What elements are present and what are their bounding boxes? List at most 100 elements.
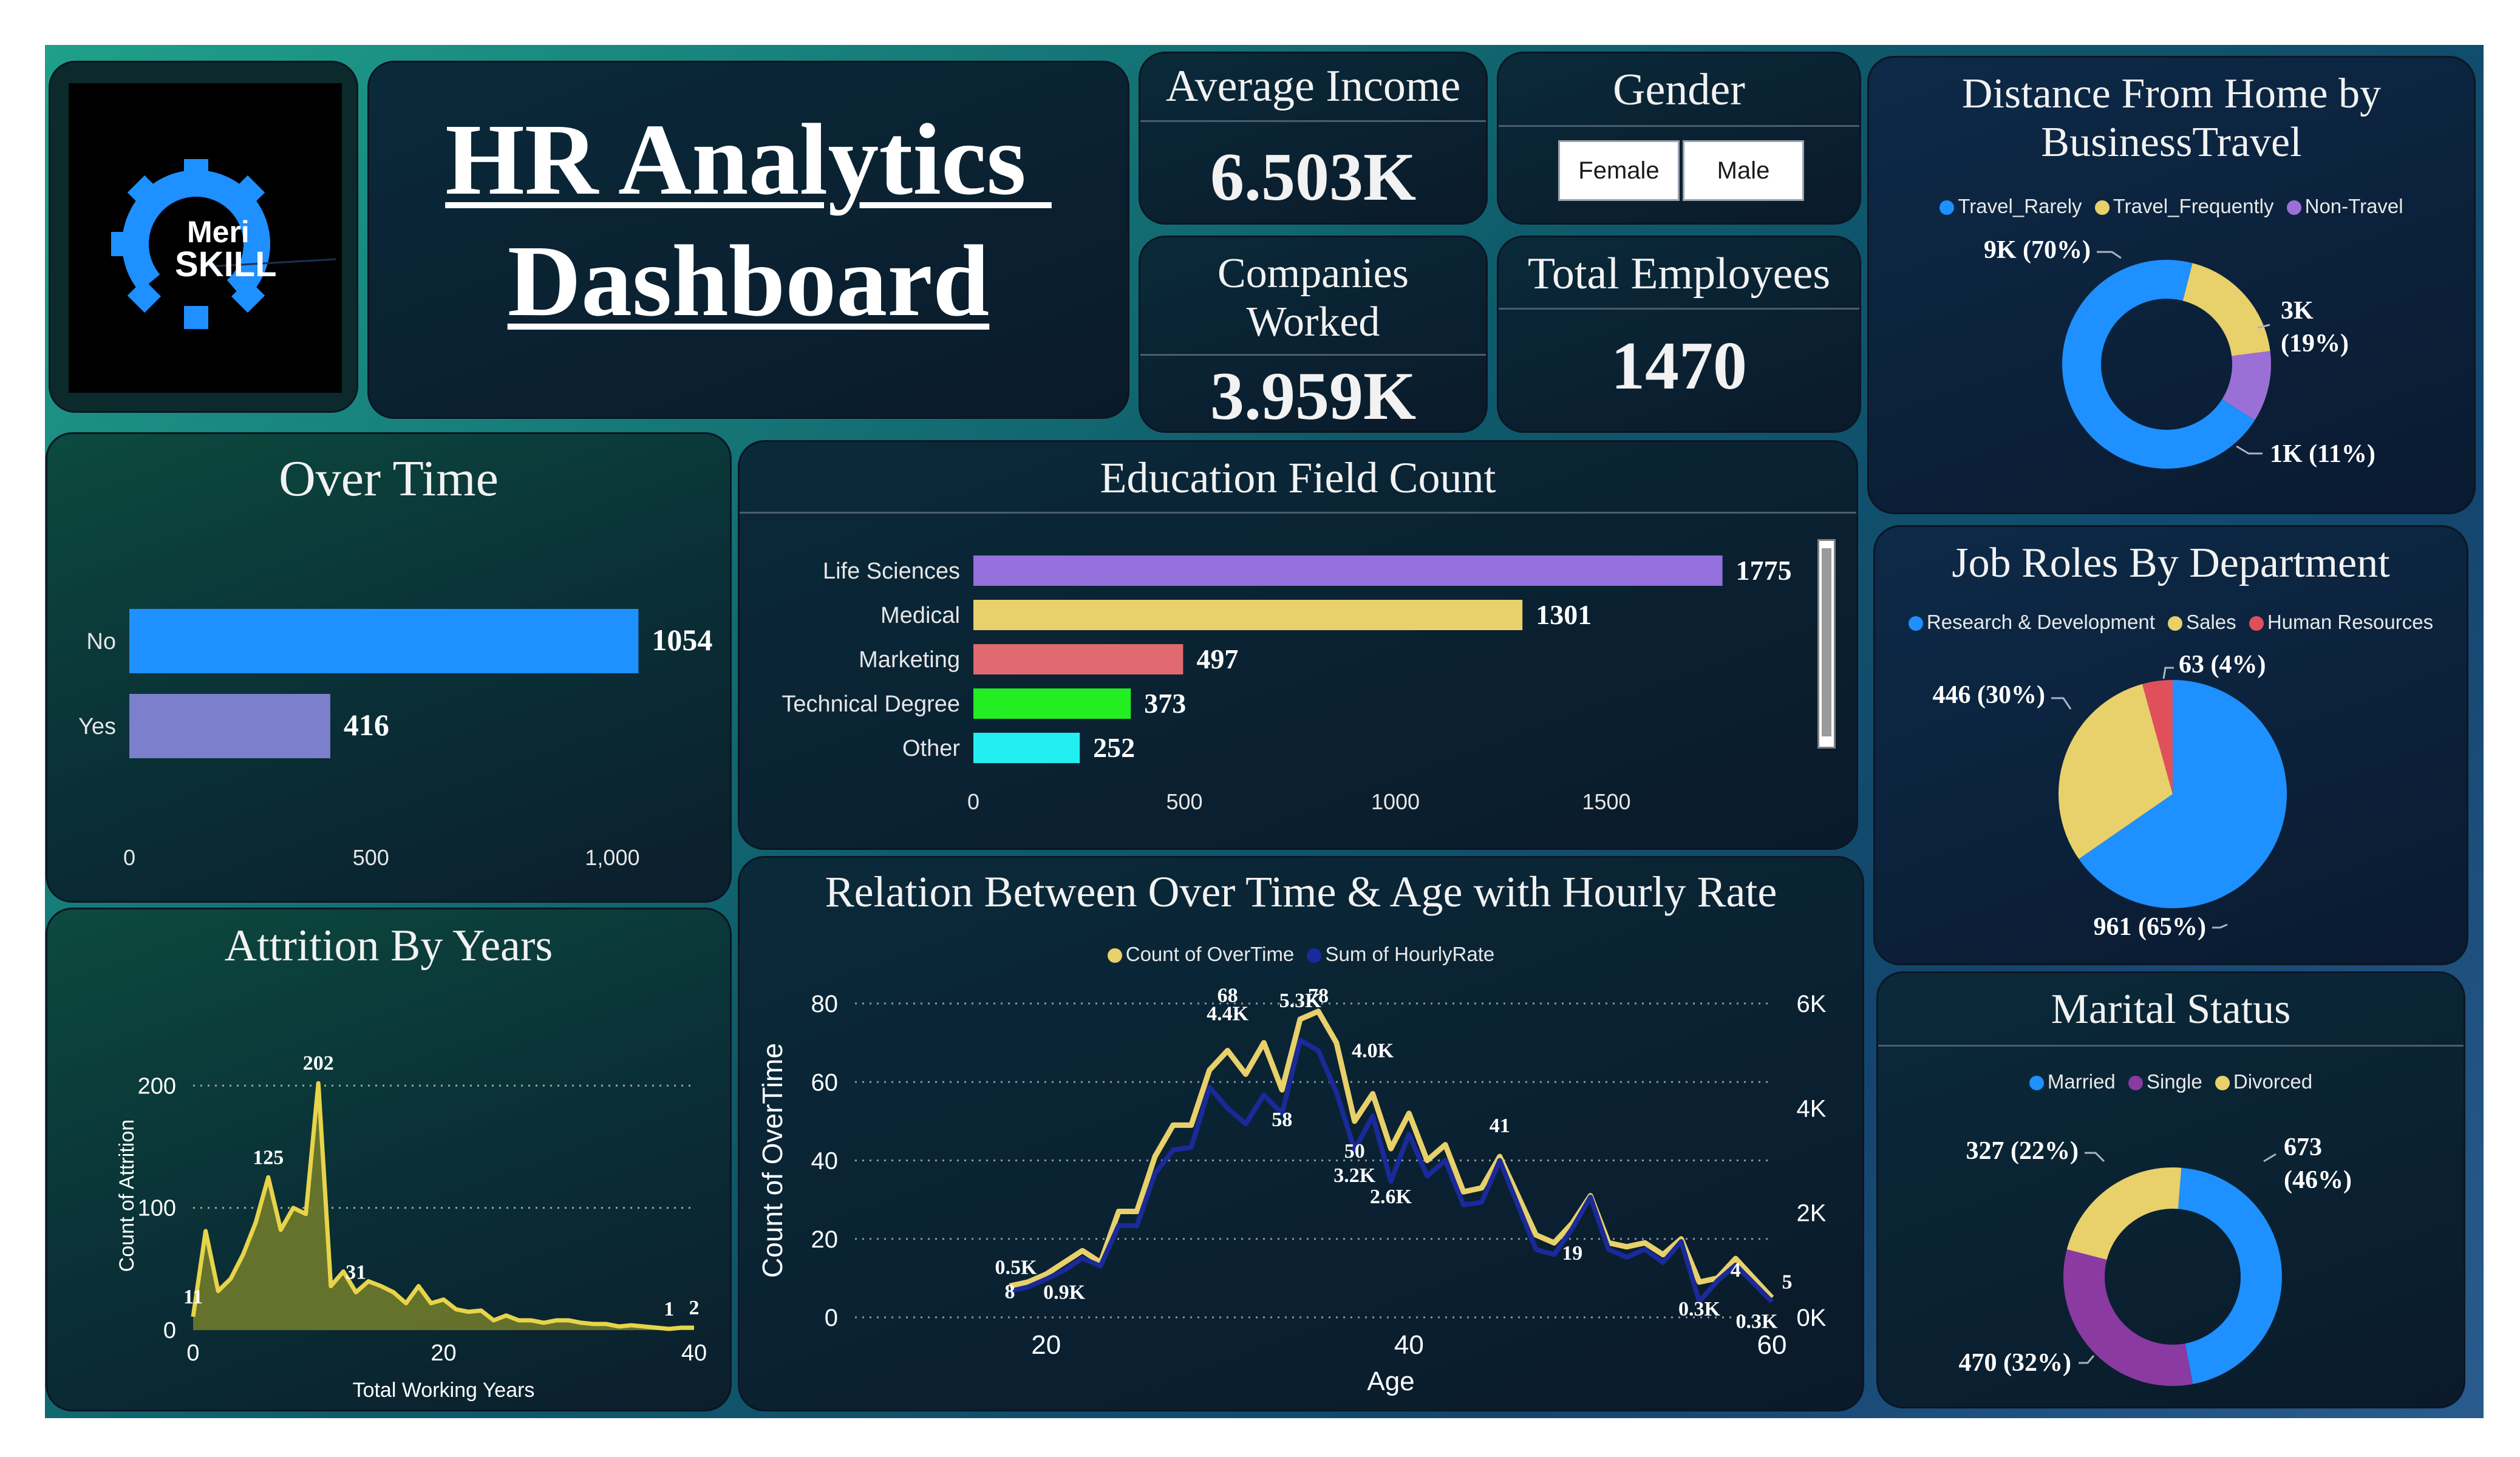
legend-item-married: Married xyxy=(2029,1070,2116,1093)
data-label: 2.6K xyxy=(1370,1186,1412,1208)
x-tick-label: 20 xyxy=(431,1340,456,1366)
legend-item-travel-frequently: Travel_Frequently xyxy=(2094,195,2274,218)
bar-category-label: No xyxy=(86,629,116,654)
legend-item-hourlyrate: Sum of HourlyRate xyxy=(1307,943,1494,966)
data-label: 5.3K xyxy=(1279,990,1322,1012)
companies-value: 3.959K xyxy=(1210,359,1417,433)
distance-chart-card: Distance From Home by BusinessTravel Tra… xyxy=(1867,56,2476,514)
bar-value-label: 373 xyxy=(1144,688,1186,719)
bar xyxy=(129,694,330,758)
attrition-chart-card: Attrition By Years 0 100 200 0 20 40 11 125 202 3… xyxy=(46,908,732,1411)
y2-tick-label: 2K xyxy=(1797,1200,1827,1227)
x-tick-label: 1,000 xyxy=(585,845,639,870)
bar-value-label: 252 xyxy=(1093,732,1135,763)
x-tick-label: 500 xyxy=(1166,789,1202,814)
slice-label: 961 (65%) xyxy=(2094,913,2206,941)
data-label: 0.3K xyxy=(1736,1311,1779,1333)
slice-label: 3K (19%) xyxy=(2281,297,2349,358)
data-label: 0.5K xyxy=(995,1256,1038,1279)
data-label: 4.4K xyxy=(1207,1003,1248,1025)
legend-label: Travel_Rarely xyxy=(1958,195,2082,217)
data-label: 31 xyxy=(346,1262,366,1284)
x-tick-label: 20 xyxy=(1031,1330,1061,1360)
distance-legend: Travel_Rarely Travel_Frequently Non-Trav… xyxy=(1869,195,2474,218)
y2-tick-label: 0K xyxy=(1797,1305,1827,1331)
y-axis-label: Count of OverTime xyxy=(757,1043,788,1278)
data-label: 19 xyxy=(1562,1242,1582,1265)
pie-slice xyxy=(2222,351,2271,420)
data-label: 68 xyxy=(1217,985,1238,1007)
legend-dot xyxy=(1908,616,1923,631)
data-label: 8 xyxy=(1005,1280,1015,1303)
bar xyxy=(973,555,1723,586)
companies-label-line1: Companies xyxy=(1217,250,1409,297)
overtime-chart: No 1054 Yes 416 0 500 1,000 xyxy=(78,609,712,870)
legend-dot xyxy=(2128,1076,2143,1090)
gender-male-button[interactable]: Male xyxy=(1683,140,1804,201)
bar-category-label: Marketing xyxy=(859,647,960,673)
slice-label: 446 (30%) xyxy=(1933,681,2045,709)
bar-value-label: 1775 xyxy=(1736,555,1792,586)
gender-female-button[interactable]: Female xyxy=(1558,140,1680,201)
x-axis-label: Total Working Years xyxy=(353,1379,535,1402)
bar-value-label: 416 xyxy=(344,708,389,742)
legend-label: Divorced xyxy=(2233,1070,2313,1093)
scrollbar-thumb[interactable] xyxy=(1822,548,1831,736)
x-tick-label: 1000 xyxy=(1371,789,1420,814)
legend-label: Non-Travel xyxy=(2304,195,2403,217)
legend-label: Married xyxy=(2047,1070,2116,1093)
dashboard-title-line2: Dashboard xyxy=(507,225,990,338)
legend-dot xyxy=(2286,200,2301,215)
y2-tick-label: 6K xyxy=(1797,991,1827,1017)
legend-item-non-travel: Non-Travel xyxy=(2286,195,2403,218)
companies-label-line2: Worked xyxy=(1246,299,1380,345)
employees-label: Total Employees xyxy=(1527,249,1831,299)
marital-chart-card: Marital Status Married Single Divorced 6… xyxy=(1876,971,2465,1408)
jobroles-legend: Research & Development Sales Human Resou… xyxy=(1875,611,2467,634)
kpi-average-income: Average Income 6.503K xyxy=(1139,52,1488,225)
pie-slice xyxy=(2059,684,2173,859)
jobroles-title: Job Roles By Department xyxy=(1952,540,2390,586)
bar-category-label: Yes xyxy=(78,714,116,739)
education-chart: Life Sciences 1775 Medical 1301 Marketing 497… xyxy=(782,555,1792,814)
gender-label: Gender xyxy=(1613,65,1745,115)
marital-donut: 673 (46%) 470 (32%) 327 (22%) xyxy=(1959,1133,2352,1386)
x-tick-label: 40 xyxy=(1394,1330,1424,1360)
x-tick-label: 40 xyxy=(681,1340,707,1366)
area-fill xyxy=(193,1083,694,1330)
series-line-overtime xyxy=(1009,1008,1774,1300)
bar-category-label: Life Sciences xyxy=(823,559,960,584)
y-tick-label: 0 xyxy=(163,1318,176,1343)
avg-income-label: Average Income xyxy=(1165,61,1461,111)
attrition-title: Attrition By Years xyxy=(224,921,553,971)
bar xyxy=(129,609,639,673)
bar-category-label: Technical Degree xyxy=(782,691,960,717)
distance-title: Distance From Home by BusinessTravel xyxy=(1961,70,2382,166)
data-label: 4 xyxy=(1731,1259,1741,1282)
legend-label: Travel_Frequently xyxy=(2113,195,2274,217)
logo-card: Meri SKILL xyxy=(49,61,358,413)
legend-item-sales: Sales xyxy=(2168,611,2236,634)
leader-line xyxy=(2257,324,2270,329)
leader-line xyxy=(2097,251,2122,259)
logo: Meri SKILL xyxy=(69,83,342,393)
x-tick-label: 1500 xyxy=(1582,789,1630,814)
scrollbar-track[interactable] xyxy=(1817,539,1836,749)
x-tick-label: 0 xyxy=(967,789,979,814)
bar-category-label: Medical xyxy=(880,603,960,628)
slice-label: 673 (46%) xyxy=(2284,1133,2352,1194)
bar-value-label: 1301 xyxy=(1536,599,1592,630)
pie-slice xyxy=(2182,263,2270,356)
x-tick-label: 0 xyxy=(123,845,135,870)
slice-label: 1K (11%) xyxy=(2270,440,2375,468)
leader-line xyxy=(2079,1355,2095,1364)
bar-value-label: 497 xyxy=(1196,644,1238,674)
data-label: 58 xyxy=(1272,1109,1292,1131)
slice-label: 9K (70%) xyxy=(1984,236,2091,264)
slice-label: 63 (4%) xyxy=(2179,651,2266,679)
bar xyxy=(973,600,1523,630)
bar-category-label: Other xyxy=(902,736,960,761)
pie-slice xyxy=(2142,680,2173,794)
legend-dot xyxy=(2168,616,2183,631)
legend-label: Research & Development xyxy=(1926,611,2155,633)
